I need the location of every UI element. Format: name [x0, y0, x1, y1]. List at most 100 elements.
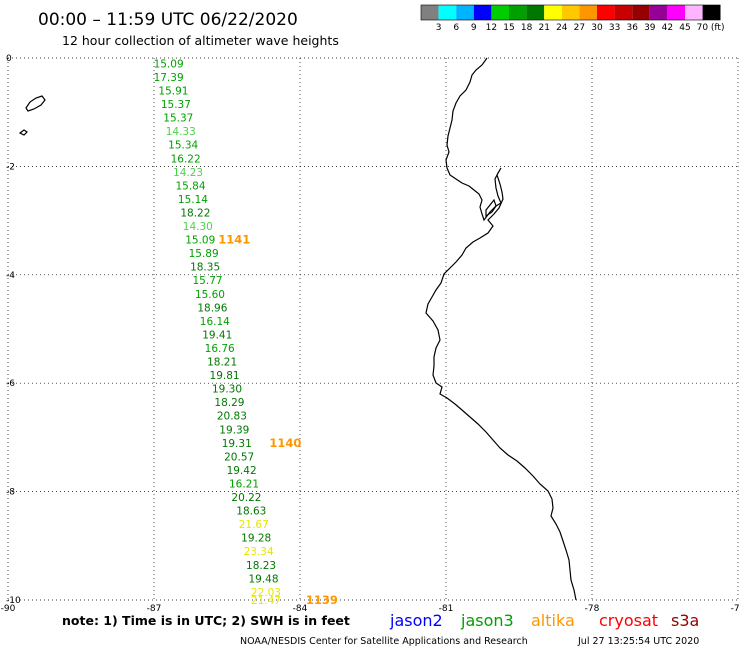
wave-height-label: 21.67	[239, 519, 269, 531]
wave-height-label: 15.37	[161, 99, 191, 111]
timestamp-text: Jul 27 13:25:54 UTC 2020	[577, 636, 699, 647]
plot-area: -90 -87 -84 -81 -78 -75 0 -2 -4 -6 -8 -10 15.09 17.…	[1, 54, 740, 614]
y-tick-label: -8	[6, 488, 15, 498]
pass-number-label: 1140	[269, 436, 301, 450]
wave-height-label: 16.76	[205, 343, 235, 355]
legend-swatch	[632, 5, 650, 20]
wave-height-label: 14.33	[166, 126, 196, 138]
map-title: 00:00 – 11:59 UTC 06/22/2020	[38, 10, 298, 30]
legend-level-label: 3	[436, 23, 442, 33]
wave-height-label: 16.21	[229, 478, 259, 490]
wave-height-label: 16.14	[200, 316, 230, 328]
wave-height-label: 18.23	[246, 560, 276, 572]
satellite-name-altika: altika	[531, 611, 575, 630]
y-tick-label: -6	[6, 379, 15, 389]
legend-swatch	[491, 5, 509, 20]
wave-height-label: 18.21	[207, 357, 237, 369]
wave-height-label: 19.30	[212, 384, 242, 396]
wave-height-label: 23.34	[244, 546, 274, 558]
x-tick-label: -87	[147, 604, 162, 614]
legend-swatch	[614, 5, 633, 20]
wave-height-label: 15.91	[158, 86, 188, 98]
legend-level-label: 15	[503, 23, 514, 33]
legend-level-label: 18	[521, 23, 533, 33]
x-tick-label: -78	[585, 604, 600, 614]
coastline-path	[425, 57, 577, 601]
x-tick-label: -90	[1, 604, 16, 614]
map-subtitle: 12 hour collection of altimeter wave hei…	[62, 33, 339, 48]
wave-height-label: 17.39	[154, 72, 184, 84]
wave-height-label: 21.47	[251, 595, 281, 607]
satellite-name-jason2: jason2	[389, 611, 443, 630]
wave-height-label: 20.83	[217, 411, 247, 423]
legend-swatch	[667, 5, 685, 20]
wave-height-label: 18.63	[236, 506, 266, 518]
wave-height-label: 18.35	[190, 262, 220, 274]
pass-number-label: 1141	[218, 233, 250, 247]
y-tick-label: 0	[6, 54, 12, 64]
y-tick-label: -2	[6, 162, 15, 172]
wave-height-label: 15.77	[193, 275, 223, 287]
legend-swatch	[473, 5, 492, 20]
coastline	[425, 57, 577, 601]
pass-number-label: 1139	[306, 593, 338, 607]
wave-height-label: 19.39	[219, 424, 249, 436]
wave-height-label: 22.03	[251, 587, 281, 599]
wave-height-label: 15.09	[185, 235, 215, 247]
legend-swatch	[526, 5, 545, 20]
legend-swatch	[561, 5, 580, 20]
wave-height-label: 19.42	[227, 465, 257, 477]
legend-level-label: 45	[679, 23, 690, 33]
legend-level-label: 21	[538, 23, 549, 33]
satellite-key: jason2 jason3 altika cryosat s3a	[389, 611, 699, 630]
wave-height-label: 19.41	[202, 329, 232, 341]
wave-height-label: 20.22	[231, 492, 261, 504]
credit-text: NOAA/NESDIS Center for Satellite Applica…	[240, 636, 528, 647]
satellite-name-s3a: s3a	[671, 611, 699, 630]
wave-height-label: 18.29	[214, 397, 244, 409]
y-axis-ticks: 0 -2 -4 -6 -8 -10	[6, 54, 21, 606]
legend-swatch	[438, 5, 457, 20]
wave-height-label: 15.89	[189, 248, 219, 260]
legend-swatch	[579, 5, 597, 20]
coastline-islet	[485, 198, 497, 218]
legend-swatch	[456, 5, 474, 20]
island-shape	[25, 95, 46, 112]
wave-height-label: 20.57	[224, 451, 254, 463]
wave-height-label: 15.09	[154, 58, 184, 70]
wave-height-label: 14.30	[183, 221, 213, 233]
legend-swatch	[544, 5, 562, 20]
legend-level-label: 39	[644, 23, 656, 33]
legend-swatch	[597, 5, 615, 20]
x-tick-label: -81	[439, 604, 454, 614]
legend-level-label: 24	[556, 23, 568, 33]
legend-level-label: 36	[626, 23, 638, 33]
wave-height-label: 15.37	[163, 113, 193, 125]
legend-swatch	[702, 5, 721, 20]
satellite-name-cryosat: cryosat	[599, 611, 658, 630]
y-tick-label: -10	[6, 596, 21, 606]
wave-height-label: 15.14	[178, 194, 208, 206]
legend-swatch	[649, 5, 668, 20]
legend-level-label: 33	[609, 23, 620, 33]
wave-height-label: 14.23	[173, 167, 203, 179]
wave-height-label: 18.96	[197, 302, 227, 314]
legend-level-label: 42	[662, 23, 673, 33]
wave-height-label: 19.28	[241, 533, 271, 545]
wave-height-values: 15.0917.3915.9115.3715.3714.3315.3416.22…	[154, 58, 281, 607]
color-legend: 3 6 9 12 15 18 21 24 27 30 33 36 39 42 45 70 (ft)	[420, 4, 725, 33]
footer-note: note: 1) Time is in UTC; 2) SWH is in fe…	[62, 613, 350, 628]
satellite-name-jason3: jason3	[460, 611, 514, 630]
x-tick-label: -75	[731, 604, 740, 614]
gridlines	[7, 57, 739, 601]
island-shape	[18, 129, 28, 136]
wave-height-label: 15.60	[195, 289, 225, 301]
legend-level-label: 70 (ft)	[697, 23, 725, 33]
wave-height-label: 16.22	[171, 153, 201, 165]
y-tick-label: -4	[6, 271, 15, 281]
legend-level-label: 9	[471, 23, 477, 33]
legend-border	[420, 4, 721, 21]
pass-numbers: 1141 1140 1139	[218, 233, 338, 607]
legend-swatch	[685, 5, 703, 20]
